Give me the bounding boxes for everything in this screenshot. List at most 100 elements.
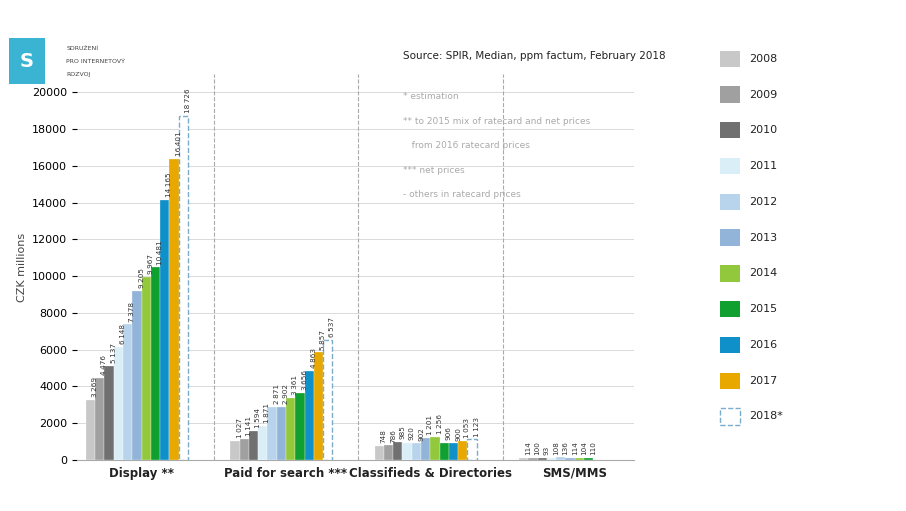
Text: 2015: 2015 (749, 304, 777, 314)
Bar (86, 400, 95, 460)
Text: 902: 902 (418, 427, 424, 440)
Bar (114, 347, 123, 460)
Text: SDRUŽENÍ: SDRUŽENÍ (66, 46, 98, 51)
Bar (565, 458, 574, 460)
Text: 2010: 2010 (749, 125, 777, 135)
Bar (141, 277, 151, 460)
Bar (528, 458, 537, 460)
Text: 906: 906 (446, 427, 452, 440)
Bar (304, 370, 313, 460)
Text: 6 537: 6 537 (330, 317, 335, 337)
Bar (230, 441, 239, 460)
Text: 920: 920 (409, 426, 415, 440)
Text: 900: 900 (455, 427, 461, 440)
Text: 2016: 2016 (749, 340, 777, 350)
Bar (458, 440, 467, 460)
Text: 1 871: 1 871 (265, 403, 270, 423)
Bar (374, 446, 384, 460)
Bar (239, 439, 249, 460)
Bar (384, 446, 393, 460)
Text: 985: 985 (400, 425, 406, 439)
Text: 9 205: 9 205 (139, 268, 145, 288)
Bar (537, 458, 547, 460)
Bar (393, 442, 402, 460)
Text: 104: 104 (581, 442, 587, 455)
Text: PRO INTERNETOVÝ: PRO INTERNETOVÝ (66, 59, 125, 64)
Bar (556, 457, 565, 460)
Bar (547, 458, 556, 460)
Text: 3 656: 3 656 (302, 370, 307, 390)
Text: 2017: 2017 (749, 376, 777, 386)
Text: 16 401: 16 401 (176, 131, 182, 156)
Bar (160, 200, 169, 460)
Text: 786: 786 (390, 429, 396, 443)
Text: S: S (20, 52, 34, 71)
Bar (430, 437, 439, 460)
Bar (169, 158, 178, 460)
Bar (276, 407, 286, 460)
Text: 18 726: 18 726 (185, 88, 191, 113)
Text: 6 148: 6 148 (120, 324, 126, 344)
Text: 114: 114 (525, 441, 531, 455)
Bar (9, 38, 44, 84)
Text: Performance of Individual Forms of Interent and Mobile Advertising in CZK: Performance of Individual Forms of Inter… (113, 18, 793, 33)
Text: 5 137: 5 137 (111, 343, 117, 363)
Text: 2 902: 2 902 (283, 384, 289, 404)
Bar (249, 431, 258, 460)
Bar (258, 426, 267, 460)
Bar (402, 443, 411, 460)
Text: 2009: 2009 (749, 89, 777, 100)
Text: 3 361: 3 361 (293, 376, 298, 396)
Bar (286, 398, 295, 460)
Text: 2008: 2008 (749, 54, 777, 64)
Text: 1 594: 1 594 (255, 408, 261, 428)
Text: 1 141: 1 141 (246, 416, 252, 436)
Bar (95, 378, 104, 460)
Bar (519, 458, 528, 460)
Y-axis label: CZK millions: CZK millions (16, 233, 26, 301)
Text: 1 027: 1 027 (236, 419, 243, 438)
Bar (151, 267, 160, 460)
Text: 110: 110 (590, 441, 596, 455)
Text: 2011: 2011 (749, 161, 777, 171)
Text: 100: 100 (535, 442, 541, 455)
Text: *** net prices: *** net prices (403, 166, 465, 175)
Text: 10 481: 10 481 (157, 240, 163, 265)
Text: 93: 93 (544, 446, 550, 455)
Text: 1 123: 1 123 (474, 416, 480, 436)
Bar (123, 324, 132, 460)
Text: 748: 748 (381, 430, 387, 444)
Text: 4 863: 4 863 (311, 348, 317, 368)
Bar (448, 444, 458, 460)
Text: 5 857: 5 857 (320, 330, 326, 350)
Bar (574, 458, 584, 460)
Text: 1 201: 1 201 (428, 415, 433, 435)
Text: from 2016 ratecard prices: from 2016 ratecard prices (403, 141, 530, 150)
Text: 108: 108 (553, 442, 559, 455)
Text: 2018*: 2018* (749, 411, 783, 422)
Bar (132, 291, 141, 460)
Bar (295, 393, 304, 460)
Bar (313, 352, 323, 460)
Bar (421, 438, 430, 460)
Text: 114: 114 (572, 441, 578, 455)
Text: ROZVOJ: ROZVOJ (66, 72, 91, 77)
Text: 2013: 2013 (749, 233, 777, 243)
Text: millions: millions (418, 53, 488, 68)
Bar (439, 443, 448, 460)
Bar (267, 407, 276, 460)
Text: 2012: 2012 (749, 197, 777, 207)
Text: 3 269: 3 269 (92, 377, 98, 397)
Text: 2 871: 2 871 (274, 384, 280, 404)
Text: 1 053: 1 053 (465, 418, 470, 438)
Text: 7 378: 7 378 (130, 301, 135, 321)
Bar (178, 116, 188, 460)
Bar (584, 458, 593, 460)
Text: - others in ratecard prices: - others in ratecard prices (403, 190, 521, 199)
Text: Source: SPIR, Median, ppm factum, February 2018: Source: SPIR, Median, ppm factum, Februa… (403, 51, 666, 61)
Text: 9 967: 9 967 (148, 254, 154, 274)
Bar (467, 439, 477, 460)
Text: 1 256: 1 256 (437, 414, 443, 434)
Bar (323, 340, 333, 460)
Text: 4 476: 4 476 (101, 355, 108, 375)
